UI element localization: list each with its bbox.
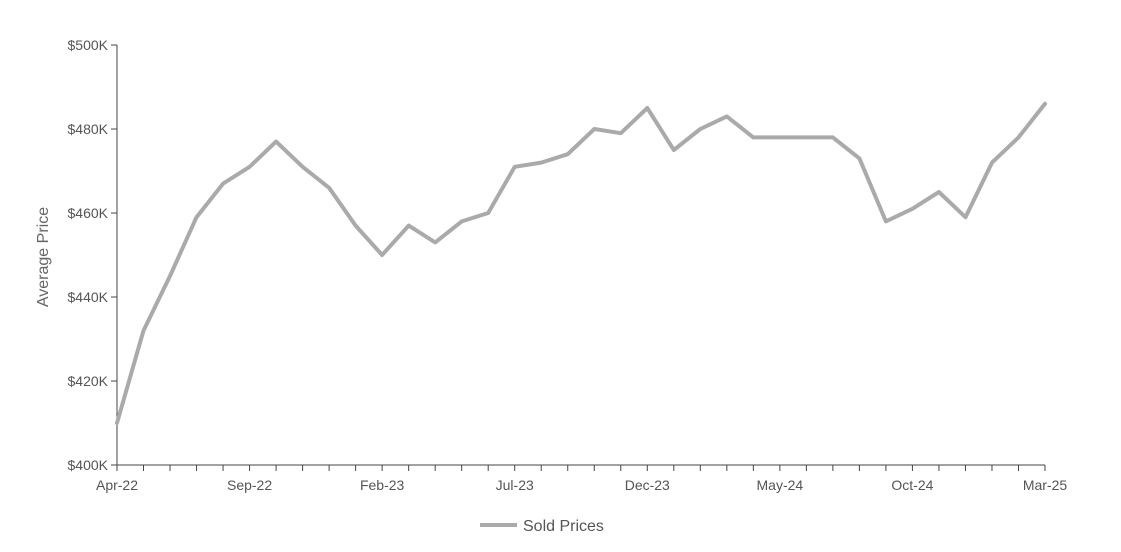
y-tick-label: $420K	[68, 373, 109, 389]
series-group	[115, 101, 1047, 425]
x-tick-label: Sep-22	[227, 477, 272, 493]
x-tick-label: Oct-24	[891, 477, 933, 493]
legend: Sold Prices	[480, 518, 604, 535]
x-tick-label: Feb-23	[360, 477, 405, 493]
y-tick-label: $500K	[68, 37, 109, 53]
y-axis-ticks: $400K $420K $440K $460K $480K $500K	[68, 37, 117, 473]
x-tick-label: May-24	[757, 477, 804, 493]
x-tick-label: Apr-22	[96, 477, 138, 493]
x-tick-label: Mar-25	[1023, 477, 1068, 493]
y-tick-label: $480K	[68, 121, 109, 137]
y-axis-title: Average Price	[35, 207, 52, 307]
x-axis-ticks: Apr-22 Sep-22 Feb-23 Jul-23 Dec-23 May-24 Oct-…	[96, 465, 1067, 493]
y-tick-label: $400K	[68, 457, 109, 473]
series-line-sold-prices	[115, 101, 1047, 425]
y-tick-label: $440K	[68, 289, 109, 305]
y-tick-label: $460K	[68, 205, 109, 221]
legend-label-sold-prices: Sold Prices	[523, 518, 604, 535]
x-tick-label: Jul-23	[496, 477, 534, 493]
x-tick-label: Dec-23	[625, 477, 670, 493]
